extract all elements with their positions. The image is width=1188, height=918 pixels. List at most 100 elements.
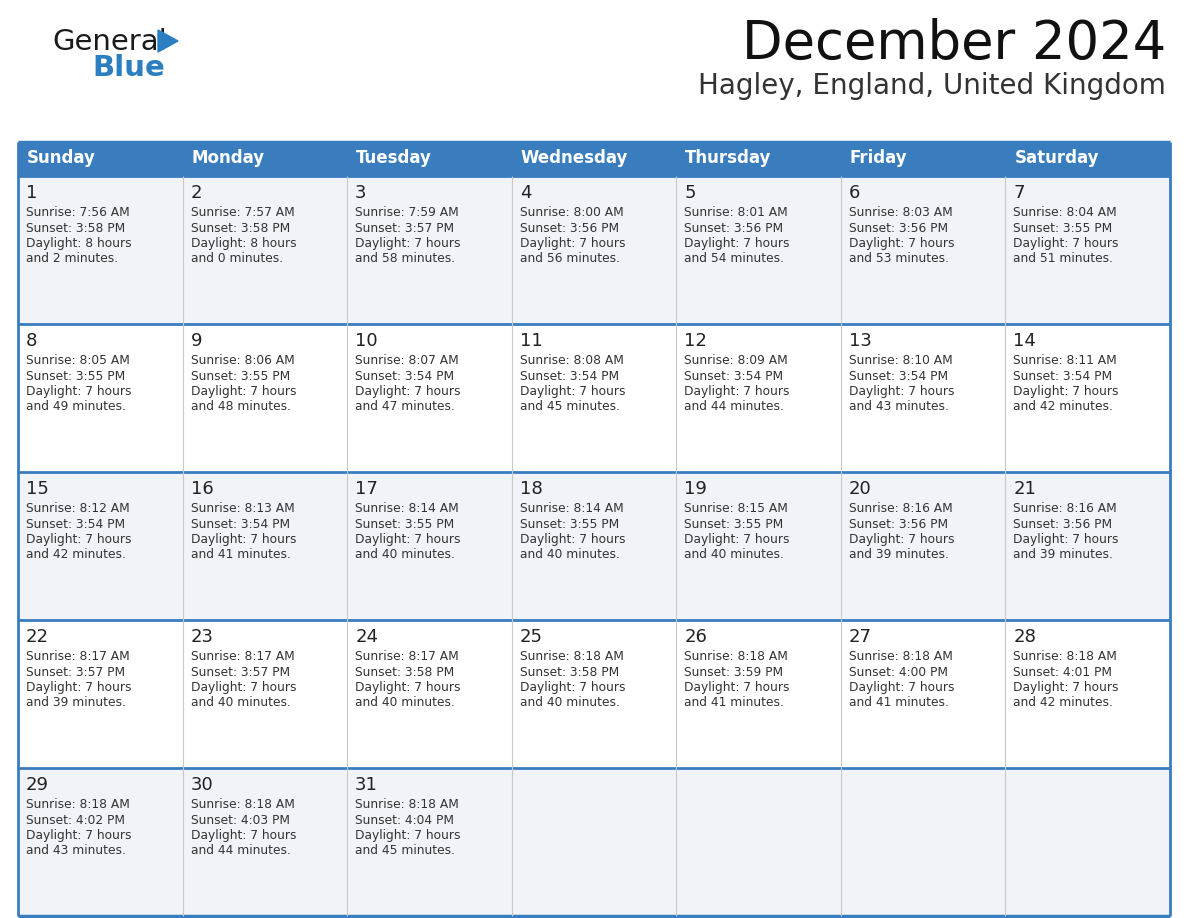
Text: 14: 14	[1013, 332, 1036, 350]
Text: Sunset: 3:54 PM: Sunset: 3:54 PM	[26, 518, 125, 531]
Text: Daylight: 7 hours: Daylight: 7 hours	[1013, 385, 1119, 398]
Text: General: General	[52, 28, 166, 56]
Text: Monday: Monday	[191, 149, 265, 167]
Text: Sunset: 3:55 PM: Sunset: 3:55 PM	[684, 518, 784, 531]
Bar	[183, 620, 347, 768]
Bar	[18, 472, 183, 620]
Text: Daylight: 7 hours: Daylight: 7 hours	[519, 533, 625, 546]
Text: Sunset: 4:00 PM: Sunset: 4:00 PM	[849, 666, 948, 678]
Text: Sunrise: 8:09 AM: Sunrise: 8:09 AM	[684, 354, 788, 367]
Text: 18: 18	[519, 480, 543, 498]
Text: Sunset: 3:55 PM: Sunset: 3:55 PM	[26, 370, 125, 383]
Text: Sunset: 3:56 PM: Sunset: 3:56 PM	[684, 221, 783, 234]
Text: Sunset: 3:59 PM: Sunset: 3:59 PM	[684, 666, 783, 678]
Text: 11: 11	[519, 332, 543, 350]
Bar	[347, 176, 512, 324]
Bar	[512, 324, 676, 472]
Text: Sunrise: 8:15 AM: Sunrise: 8:15 AM	[684, 502, 788, 515]
Text: Sunset: 3:57 PM: Sunset: 3:57 PM	[190, 666, 290, 678]
Text: Sunset: 3:56 PM: Sunset: 3:56 PM	[519, 221, 619, 234]
Text: Daylight: 7 hours: Daylight: 7 hours	[684, 533, 790, 546]
Bar	[18, 324, 183, 472]
Text: Sunset: 4:01 PM: Sunset: 4:01 PM	[1013, 666, 1112, 678]
Text: Daylight: 7 hours: Daylight: 7 hours	[355, 533, 461, 546]
Text: Friday: Friday	[849, 149, 908, 167]
Text: Daylight: 7 hours: Daylight: 7 hours	[26, 681, 132, 694]
Text: and 44 minutes.: and 44 minutes.	[190, 845, 290, 857]
Text: 22: 22	[26, 628, 49, 646]
Text: and 40 minutes.: and 40 minutes.	[519, 548, 620, 562]
Text: Daylight: 7 hours: Daylight: 7 hours	[355, 681, 461, 694]
Bar	[183, 176, 347, 324]
Text: 16: 16	[190, 480, 214, 498]
Text: Sunset: 3:58 PM: Sunset: 3:58 PM	[355, 666, 454, 678]
Bar	[512, 768, 676, 916]
Text: Hagley, England, United Kingdom: Hagley, England, United Kingdom	[699, 72, 1165, 100]
Text: 2: 2	[190, 184, 202, 202]
Text: 6: 6	[849, 184, 860, 202]
Bar	[841, 768, 1005, 916]
Text: and 45 minutes.: and 45 minutes.	[519, 400, 620, 413]
Text: 8: 8	[26, 332, 37, 350]
Text: Sunrise: 8:01 AM: Sunrise: 8:01 AM	[684, 206, 788, 219]
Text: Sunrise: 8:18 AM: Sunrise: 8:18 AM	[519, 650, 624, 663]
Text: Sunrise: 8:18 AM: Sunrise: 8:18 AM	[1013, 650, 1117, 663]
Text: Sunrise: 8:18 AM: Sunrise: 8:18 AM	[849, 650, 953, 663]
Text: and 44 minutes.: and 44 minutes.	[684, 400, 784, 413]
Text: Sunrise: 8:08 AM: Sunrise: 8:08 AM	[519, 354, 624, 367]
Text: 24: 24	[355, 628, 378, 646]
Text: and 53 minutes.: and 53 minutes.	[849, 252, 949, 265]
Text: Daylight: 7 hours: Daylight: 7 hours	[684, 237, 790, 250]
Text: Daylight: 7 hours: Daylight: 7 hours	[849, 681, 954, 694]
Text: Sunrise: 8:18 AM: Sunrise: 8:18 AM	[355, 798, 459, 811]
Text: Sunset: 3:56 PM: Sunset: 3:56 PM	[849, 221, 948, 234]
Text: Daylight: 7 hours: Daylight: 7 hours	[849, 237, 954, 250]
Text: and 48 minutes.: and 48 minutes.	[190, 400, 291, 413]
Bar	[512, 620, 676, 768]
Text: 3: 3	[355, 184, 367, 202]
Text: and 42 minutes.: and 42 minutes.	[1013, 400, 1113, 413]
Text: and 49 minutes.: and 49 minutes.	[26, 400, 126, 413]
Bar	[183, 768, 347, 916]
Text: Sunset: 3:58 PM: Sunset: 3:58 PM	[26, 221, 125, 234]
Text: Sunset: 4:04 PM: Sunset: 4:04 PM	[355, 813, 454, 826]
Bar	[18, 620, 183, 768]
Text: Daylight: 8 hours: Daylight: 8 hours	[26, 237, 132, 250]
Text: and 54 minutes.: and 54 minutes.	[684, 252, 784, 265]
Text: Thursday: Thursday	[685, 149, 772, 167]
Text: 19: 19	[684, 480, 707, 498]
Text: Sunrise: 7:56 AM: Sunrise: 7:56 AM	[26, 206, 129, 219]
Text: and 40 minutes.: and 40 minutes.	[684, 548, 784, 562]
Text: 15: 15	[26, 480, 49, 498]
Text: 25: 25	[519, 628, 543, 646]
Text: Tuesday: Tuesday	[356, 149, 432, 167]
Bar	[841, 472, 1005, 620]
Bar	[1005, 472, 1170, 620]
Bar	[676, 324, 841, 472]
Text: Blue: Blue	[91, 54, 165, 82]
Text: Daylight: 7 hours: Daylight: 7 hours	[1013, 237, 1119, 250]
Text: Sunset: 3:57 PM: Sunset: 3:57 PM	[355, 221, 454, 234]
Text: 17: 17	[355, 480, 378, 498]
Text: and 42 minutes.: and 42 minutes.	[26, 548, 126, 562]
Bar	[347, 620, 512, 768]
Text: Sunrise: 8:00 AM: Sunrise: 8:00 AM	[519, 206, 624, 219]
Text: Sunset: 3:54 PM: Sunset: 3:54 PM	[1013, 370, 1112, 383]
Text: and 47 minutes.: and 47 minutes.	[355, 400, 455, 413]
Text: Sunset: 3:54 PM: Sunset: 3:54 PM	[355, 370, 454, 383]
Text: and 41 minutes.: and 41 minutes.	[190, 548, 290, 562]
Text: 27: 27	[849, 628, 872, 646]
Text: Daylight: 7 hours: Daylight: 7 hours	[684, 385, 790, 398]
Text: 31: 31	[355, 776, 378, 794]
Text: and 0 minutes.: and 0 minutes.	[190, 252, 283, 265]
Text: Sunrise: 8:18 AM: Sunrise: 8:18 AM	[190, 798, 295, 811]
Bar	[1005, 142, 1170, 176]
Text: Daylight: 7 hours: Daylight: 7 hours	[519, 237, 625, 250]
Text: Sunset: 3:54 PM: Sunset: 3:54 PM	[684, 370, 783, 383]
Text: Sunrise: 8:17 AM: Sunrise: 8:17 AM	[355, 650, 459, 663]
Text: Sunrise: 8:14 AM: Sunrise: 8:14 AM	[355, 502, 459, 515]
Text: Sunset: 3:58 PM: Sunset: 3:58 PM	[519, 666, 619, 678]
Text: Daylight: 7 hours: Daylight: 7 hours	[1013, 533, 1119, 546]
Text: December 2024: December 2024	[741, 18, 1165, 70]
Text: 30: 30	[190, 776, 214, 794]
